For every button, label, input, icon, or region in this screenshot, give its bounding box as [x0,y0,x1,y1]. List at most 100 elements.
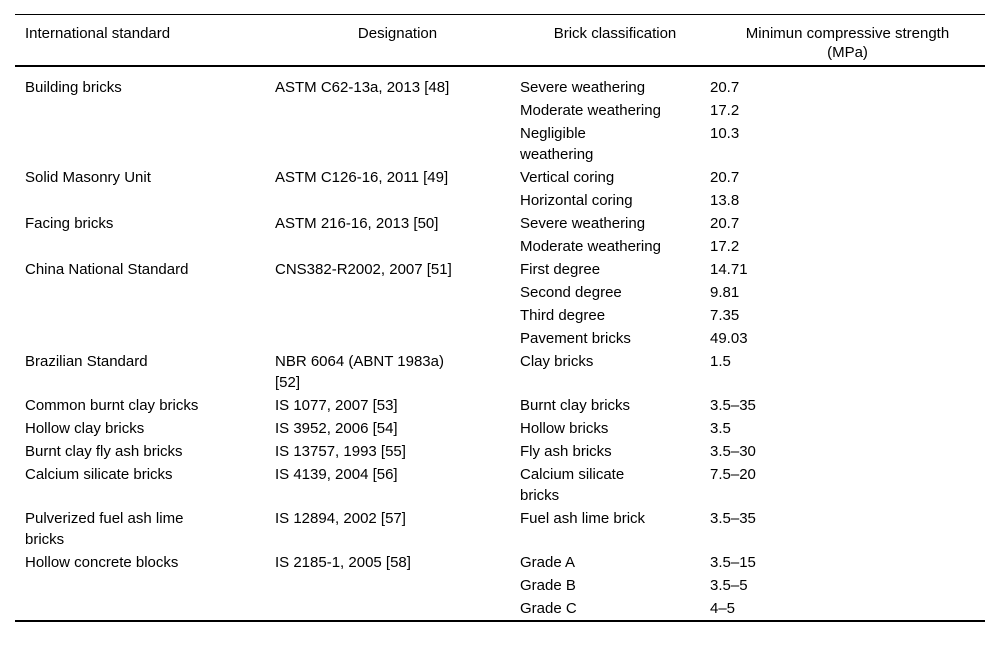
cell-designation: ASTM C126-16, 2011 [49] [275,169,449,186]
column-header-min-compressive-strength: Minimun compressive strength (MPa) [745,25,950,61]
cell-classification: Calcium silicate bricks [520,466,625,504]
cell-classification: Severe weathering [520,215,646,232]
cell-standard: Brazilian Standard [25,353,148,370]
cell-designation: IS 12894, 2002 [57] [275,510,406,527]
table-row: Solid Masonry Unit ASTM C126-16, 2011 [4… [15,166,985,189]
cell-strength: 17.2 [710,238,740,255]
cell-designation [275,235,520,258]
cell-classification: Burnt clay bricks [520,397,631,414]
cell-designation [275,281,520,304]
cell-classification: Fuel ash lime brick [520,510,646,527]
cell-designation: IS 2185-1, 2005 [58] [275,554,411,571]
cell-designation: CNS382-R2002, 2007 [51] [275,261,452,278]
cell-designation: IS 1077, 2007 [53] [275,397,398,414]
table-row: Brazilian Standard NBR 6064 (ABNT 1983a)… [15,350,985,394]
cell-standard: Solid Masonry Unit [25,169,151,186]
cell-standard [15,574,275,597]
table-row: Horizontal coring 13.8 [15,189,985,212]
cell-strength: 3.5–30 [710,443,756,460]
cell-designation: IS 3952, 2006 [54] [275,420,398,437]
cell-standard: Common burnt clay bricks [25,397,199,414]
header-row: International standard Designation Brick… [15,15,985,67]
cell-classification: Severe weathering [520,79,646,96]
cell-classification: Third degree [520,307,606,324]
cell-strength: 1.5 [710,353,731,370]
cell-strength: 3.5–35 [710,397,756,414]
table-row: Second degree 9.81 [15,281,985,304]
cell-standard [15,189,275,212]
table-row: Pulverized fuel ash lime bricks IS 12894… [15,507,985,551]
cell-strength: 3.5–35 [710,510,756,527]
cell-strength: 10.3 [710,125,740,142]
cell-classification: Fly ash bricks [520,443,612,460]
cell-standard [15,327,275,350]
table-row: Moderate weathering 17.2 [15,99,985,122]
cell-classification: Grade C [520,600,577,617]
table-row: Hollow concrete blocks IS 2185-1, 2005 [… [15,551,985,574]
cell-strength: 3.5 [710,420,731,437]
cell-designation [275,574,520,597]
cell-standard [15,597,275,621]
table-row: Moderate weathering 17.2 [15,235,985,258]
table-row: Grade C 4–5 [15,597,985,621]
table-row: Third degree 7.35 [15,304,985,327]
table-row: China National Standard CNS382-R2002, 20… [15,258,985,281]
column-header-international-standard: International standard [25,25,171,42]
cell-designation: ASTM C62-13a, 2013 [48] [275,79,450,96]
cell-standard [15,304,275,327]
table-body: Building bricks ASTM C62-13a, 2013 [48] … [15,66,985,621]
cell-standard: Hollow clay bricks [25,420,145,437]
cell-standard: Building bricks [25,79,122,96]
brick-standards-table: International standard Designation Brick… [15,14,985,622]
cell-classification: Negligible weathering [520,125,594,163]
cell-strength: 17.2 [710,102,740,119]
cell-strength: 20.7 [710,79,740,96]
cell-standard [15,122,275,166]
cell-standard [15,281,275,304]
cell-designation: ASTM 216-16, 2013 [50] [275,215,439,232]
table-row: Building bricks ASTM C62-13a, 2013 [48] … [15,66,985,99]
cell-strength: 7.5–20 [710,466,756,483]
cell-strength: 14.71 [710,261,748,278]
cell-standard: Facing bricks [25,215,114,232]
cell-classification: Grade A [520,554,576,571]
table-row: Grade B 3.5–5 [15,574,985,597]
table-row: Calcium silicate bricks IS 4139, 2004 [5… [15,463,985,507]
table-row: Common burnt clay bricks IS 1077, 2007 [… [15,394,985,417]
cell-designation [275,597,520,621]
cell-standard: Calcium silicate bricks [25,466,173,483]
cell-standard: Hollow concrete blocks [25,554,179,571]
cell-designation [275,122,520,166]
cell-designation: IS 13757, 1993 [55] [275,443,406,460]
cell-classification: Clay bricks [520,353,594,370]
cell-strength: 20.7 [710,169,740,186]
cell-designation: IS 4139, 2004 [56] [275,466,398,483]
cell-classification: Grade B [520,577,576,594]
table-row: Hollow clay bricks IS 3952, 2006 [54] Ho… [15,417,985,440]
cell-strength: 4–5 [710,600,736,617]
cell-strength: 7.35 [710,307,740,324]
cell-standard: Pulverized fuel ash lime bricks [25,510,184,548]
cell-designation [275,327,520,350]
cell-designation [275,99,520,122]
table-row: Pavement bricks 49.03 [15,327,985,350]
cell-strength: 3.5–15 [710,554,756,571]
table-row: Negligible weathering 10.3 [15,122,985,166]
table-row: Facing bricks ASTM 216-16, 2013 [50] Sev… [15,212,985,235]
table-row: Burnt clay fly ash bricks IS 13757, 1993… [15,440,985,463]
cell-classification: Moderate weathering [520,238,661,255]
cell-strength: 13.8 [710,192,740,209]
cell-classification: Second degree [520,284,622,301]
cell-designation: NBR 6064 (ABNT 1983a) [52] [275,353,444,391]
cell-designation [275,189,520,212]
cell-strength: 49.03 [710,330,748,347]
column-header-designation: Designation [357,25,438,42]
cell-classification: Moderate weathering [520,102,661,119]
cell-classification: Vertical coring [520,169,615,186]
cell-classification: Pavement bricks [520,330,631,347]
cell-standard [15,235,275,258]
cell-classification: Horizontal coring [520,192,633,209]
cell-standard: Burnt clay fly ash bricks [25,443,183,460]
cell-strength: 3.5–5 [710,577,748,594]
cell-classification: Hollow bricks [520,420,609,437]
